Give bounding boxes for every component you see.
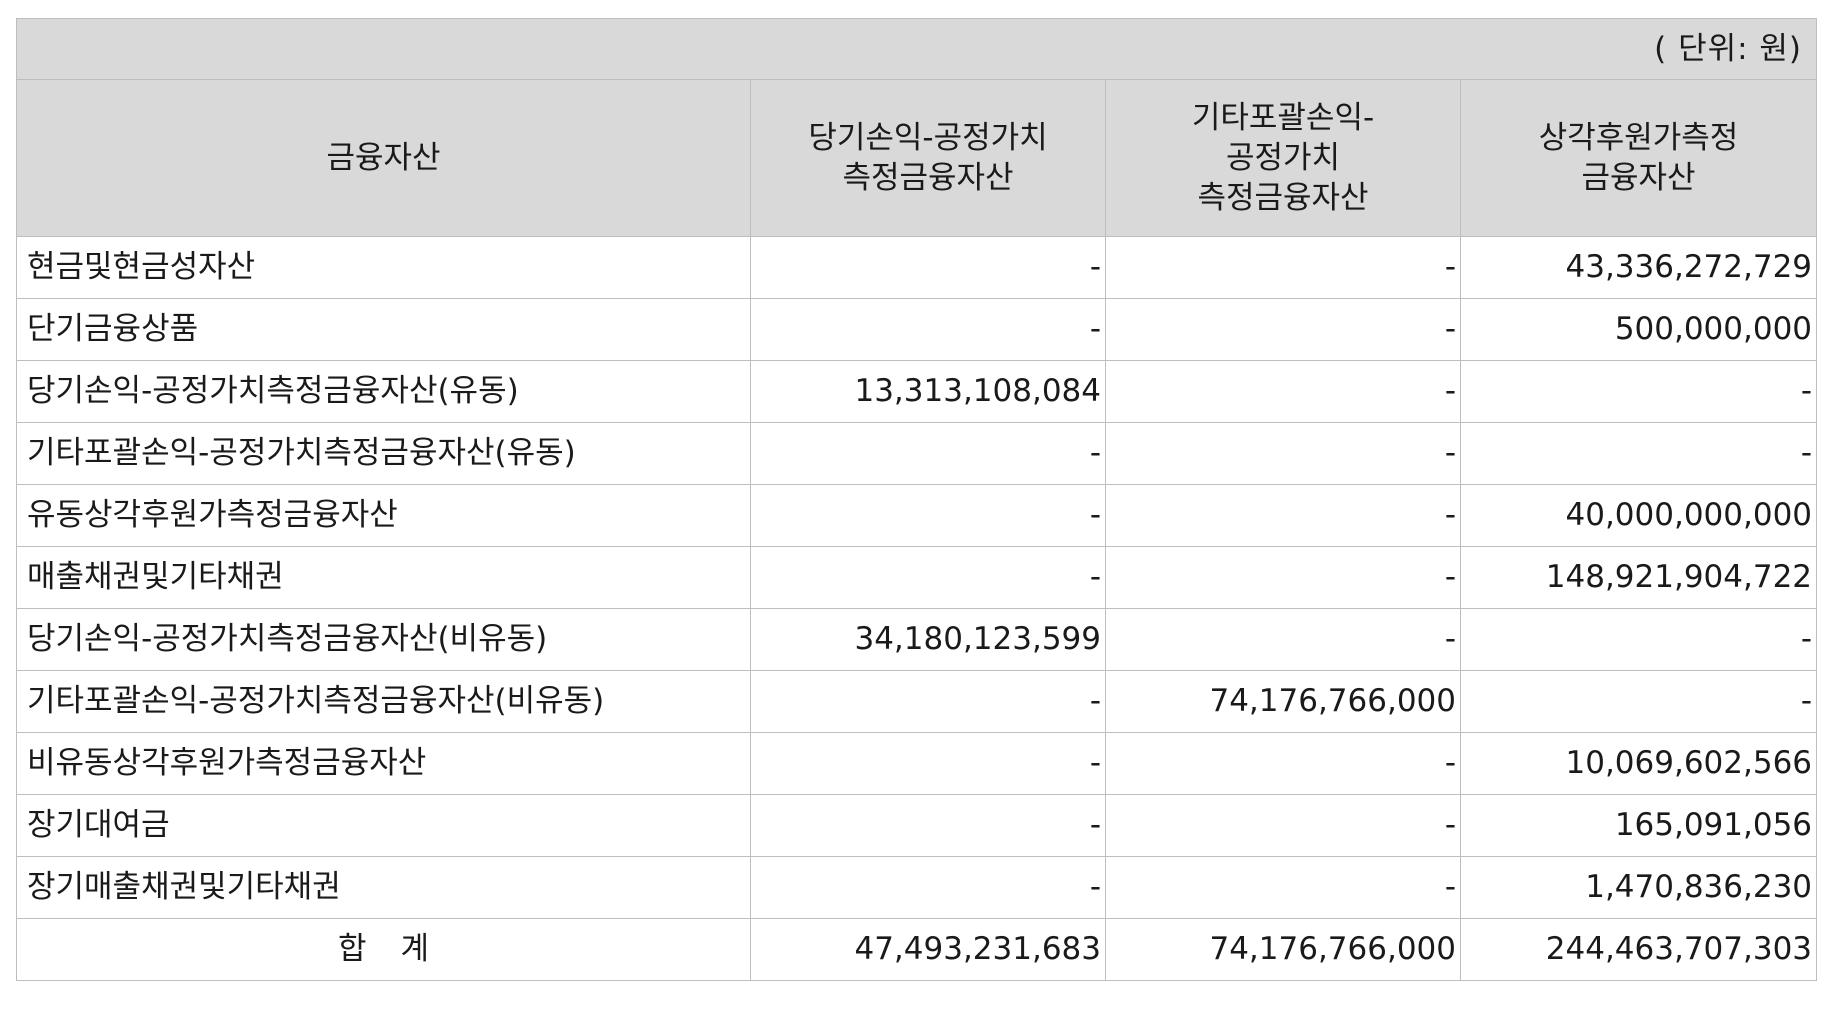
total-row: 합계 47,493,231,683 74,176,766,000 244,463,70… — [16, 918, 1818, 981]
total-label-cell: 합계 — [16, 918, 751, 981]
amortized-value-cell: 148,921,904,722 — [1459, 546, 1818, 609]
row-label-cell: 기타포괄손익-공정가치측정금융자산(비유동) — [16, 670, 751, 733]
header-asset: 금융자산 — [16, 79, 751, 237]
amortized-value-cell: 1,470,836,230 — [1459, 856, 1818, 919]
header-fvpl-line-1: 당기손익-공정가치 — [808, 119, 1048, 156]
unit-row: ( 단위: 원) — [15, 18, 1818, 80]
fvoci-value-cell: 74,176,766,000 — [1105, 918, 1461, 981]
row-label-cell: 유동상각후원가측정금융자산 — [16, 484, 751, 547]
header-fvoci-line-2: 공정가치 — [1225, 139, 1341, 176]
header-fvoci: 기타포괄손익- 공정가치 측정금융자산 — [1105, 79, 1461, 237]
row-label-cell: 기타포괄손익-공정가치측정금융자산(유동) — [16, 422, 751, 485]
row-label-cell: 장기매출채권및기타채권 — [16, 856, 751, 919]
fvoci-value-cell: - — [1105, 422, 1461, 485]
fvpl-value-cell: - — [750, 670, 1106, 733]
header-amortized-line-1: 상각후원가측정 — [1538, 119, 1739, 156]
fvoci-value-cell: - — [1105, 236, 1461, 299]
unit-label: ( 단위: 원) — [15, 18, 1818, 80]
table-row: 매출채권및기타채권 - -148,921,904,722 — [16, 546, 1818, 609]
row-label-cell: 당기손익-공정가치측정금융자산(비유동) — [16, 608, 751, 671]
table-row: 기타포괄손익-공정가치측정금융자산(비유동) -74,176,766,000- — [16, 670, 1818, 733]
fvoci-value-cell: - — [1105, 546, 1461, 609]
financial-assets-table: ( 단위: 원) 금융자산 당기손익-공정가치 측정금융자산 기타포괄손익- 공… — [15, 18, 1818, 981]
fvoci-value-cell: - — [1105, 608, 1461, 671]
fvoci-value-cell: - — [1105, 856, 1461, 919]
row-label-cell: 장기대여금 — [16, 794, 751, 857]
fvoci-value-cell: - — [1105, 732, 1461, 795]
fvpl-value-cell: - — [750, 236, 1106, 299]
amortized-value-cell: - — [1459, 670, 1818, 733]
fvpl-value-cell: - — [750, 856, 1106, 919]
amortized-value-cell: - — [1459, 360, 1818, 423]
row-label-cell: 당기손익-공정가치측정금융자산(유동) — [16, 360, 751, 423]
table-row: 장기대여금 - -165,091,056 — [16, 794, 1818, 857]
fvoci-value-cell: 74,176,766,000 — [1105, 670, 1461, 733]
table-row: 현금및현금성자산 - -43,336,272,729 — [16, 236, 1818, 299]
row-label-cell: 현금및현금성자산 — [16, 236, 751, 299]
amortized-value-cell: 43,336,272,729 — [1459, 236, 1818, 299]
amortized-value-cell: - — [1459, 608, 1818, 671]
amortized-value-cell: 500,000,000 — [1459, 298, 1818, 361]
amortized-value-cell: 40,000,000,000 — [1459, 484, 1818, 547]
header-row: 금융자산 당기손익-공정가치 측정금융자산 기타포괄손익- 공정가치 측정금융자… — [16, 79, 1818, 237]
header-amortized: 상각후원가측정 금융자산 — [1459, 79, 1818, 237]
fvpl-value-cell: - — [750, 422, 1106, 485]
amortized-value-cell: 165,091,056 — [1459, 794, 1818, 857]
header-asset-text: 금융자산 — [326, 139, 441, 176]
fvpl-value-cell: - — [750, 484, 1106, 547]
header-fvpl-line-2: 측정금융자산 — [842, 160, 1014, 196]
fvoci-value-cell: - — [1105, 484, 1461, 547]
row-label-cell: 매출채권및기타채권 — [16, 546, 751, 609]
header-fvoci-line-1: 기타포괄손익- — [1191, 99, 1375, 136]
table-row: 기타포괄손익-공정가치측정금융자산(유동) - - - — [16, 422, 1818, 485]
row-label-cell: 비유동상각후원가측정금융자산 — [16, 732, 751, 795]
table-row: 장기매출채권및기타채권 - -1,470,836,230 — [16, 856, 1818, 919]
fvpl-value-cell: 47,493,231,683 — [750, 918, 1106, 981]
amortized-value-cell: 10,069,602,566 — [1459, 732, 1818, 795]
fvpl-value-cell: - — [750, 794, 1106, 857]
header-fvpl: 당기손익-공정가치 측정금융자산 — [750, 79, 1106, 237]
table-row: 비유동상각후원가측정금융자산 - -10,069,602,566 — [16, 732, 1818, 795]
table-row: 단기금융상품 - -500,000,000 — [16, 298, 1818, 361]
fvpl-value-cell: 13,313,108,084 — [750, 360, 1106, 423]
table-row: 유동상각후원가측정금융자산 - -40,000,000,000 — [16, 484, 1818, 547]
fvpl-value-cell: - — [750, 298, 1106, 361]
fvoci-value-cell: - — [1105, 794, 1461, 857]
financial-assets-table-frame: ( 단위: 원) 금융자산 당기손익-공정가치 측정금융자산 기타포괄손익- 공… — [15, 18, 1818, 981]
header-amortized-line-2: 금융자산 — [1581, 160, 1696, 196]
fvpl-value-cell: 34,180,123,599 — [750, 608, 1106, 671]
fvoci-value-cell: - — [1105, 298, 1461, 361]
header-fvoci-line-3: 측정금융자산 — [1197, 180, 1369, 217]
row-label-cell: 단기금융상품 — [16, 298, 751, 361]
fvoci-value-cell: - — [1105, 360, 1461, 423]
fvpl-value-cell: - — [750, 732, 1106, 795]
amortized-value-cell: - — [1459, 422, 1818, 485]
fvpl-value-cell: - — [750, 546, 1106, 609]
amortized-value-cell: 244,463,707,303 — [1459, 918, 1818, 981]
table-row: 당기손익-공정가치측정금융자산(유동) 13,313,108,084- - — [16, 360, 1818, 423]
table-row: 당기손익-공정가치측정금융자산(비유동) 34,180,123,599- - — [16, 608, 1818, 671]
